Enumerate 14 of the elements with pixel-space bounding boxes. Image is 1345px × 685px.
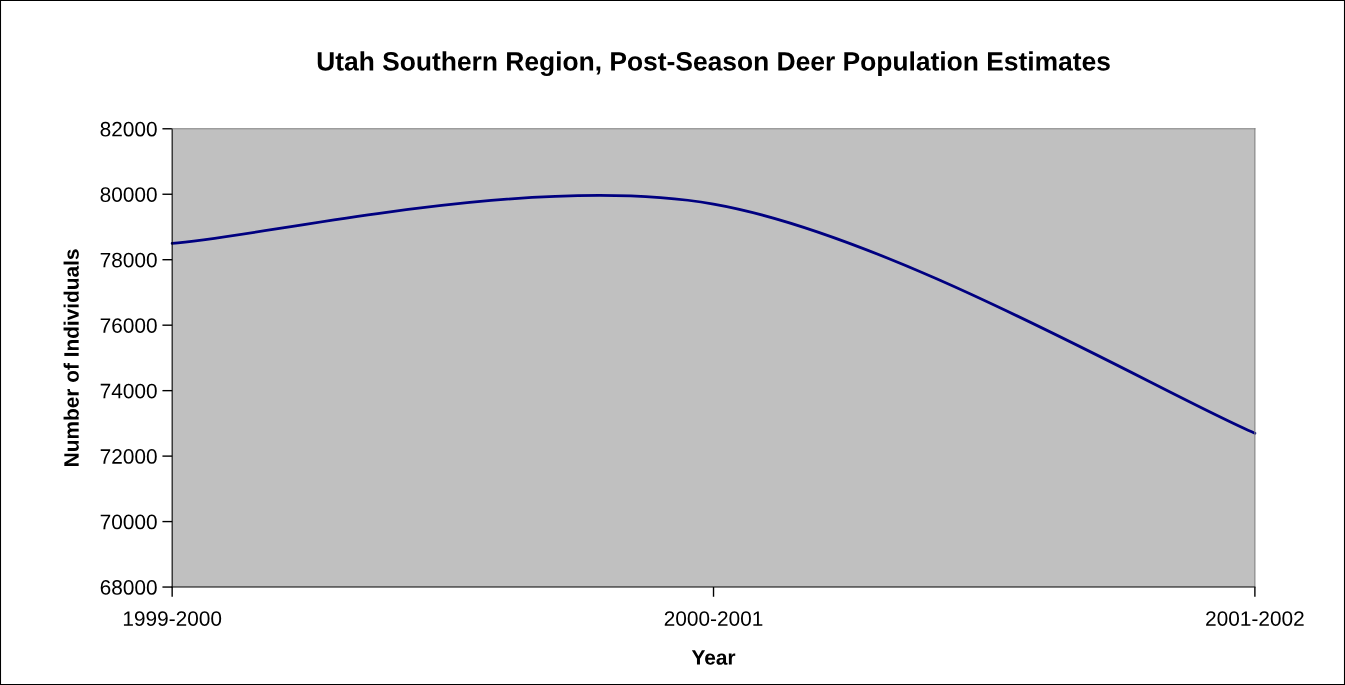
y-tick-label: 70000 (100, 514, 157, 530)
y-tick-label: 76000 (100, 318, 157, 333)
y-axis-title: Number of Individuals (63, 249, 79, 466)
x-tick-label: 2000-2001 (664, 611, 763, 626)
y-tick-label: 82000 (100, 121, 157, 137)
y-tick-label: 72000 (100, 449, 157, 464)
x-tick-label: 1999-2000 (123, 611, 222, 626)
y-tick-label: 78000 (100, 252, 157, 268)
y-tick-label: 80000 (100, 187, 157, 202)
y-tick-label: 74000 (100, 383, 157, 399)
x-tick-label: 2001-2002 (1206, 611, 1304, 626)
chart-title: Utah Southern Region, Post-Season Deer Population Estimates (317, 51, 1110, 77)
y-tick-label: 68000 (100, 580, 157, 595)
x-axis-title: Year (691, 650, 736, 665)
